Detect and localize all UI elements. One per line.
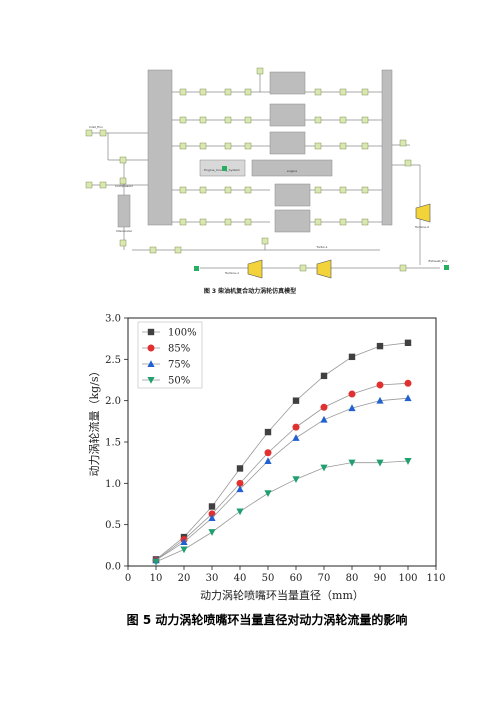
legend-marker [147,344,155,352]
data-point [180,538,188,546]
legend-marker [147,360,155,367]
data-point [152,558,160,566]
intercooler-label: Intercooler [116,229,133,233]
legend-label: 50% [168,376,190,387]
x-tick-label: 110 [426,573,445,584]
cylinder-block [269,103,306,127]
x-tick-label: 70 [318,573,331,584]
y-axis-label: 动力涡轮流量（kg/s） [87,365,101,476]
x-tick-label: 90 [374,573,387,584]
x-tick-label: 0 [125,573,131,584]
data-point [320,464,328,472]
inlet-env-label: Inlet_Env [89,125,103,129]
legend-marker [147,328,155,336]
series-2 [152,394,412,564]
series-line [155,342,409,560]
x-axis-label: 动力涡轮喷嘴环当量直径（mm） [200,588,364,602]
chart-axes: 0 10 20 30 40 50 60 70 80 90 100 110 0.0 0.5 1.0 1.5 2.0… [105,314,445,585]
data-point [404,339,412,346]
chart-legend: 100% 85% 75% 50% [137,321,203,389]
x-tick-label: 10 [150,573,163,584]
green-marker [222,166,227,171]
series-line [155,382,409,561]
y-tick-label: 1.5 [105,438,121,449]
x-tick-label: 60 [290,573,303,584]
y-tick-label: 2.0 [105,396,121,407]
turbo-mid-label: Turbo-1 [315,245,327,249]
x-tick-label: 80 [346,573,359,584]
data-point [404,458,412,465]
series-line [155,397,409,561]
chart-series [152,339,412,566]
small-components [85,67,412,272]
data-point [208,514,216,522]
crank-block [251,159,333,177]
turbine-right-label: Turbine-2 [414,225,429,229]
x-tick-label: 40 [234,573,247,584]
green-marker [444,265,449,270]
intake-manifold [147,69,173,226]
data-point [404,379,412,387]
data-point [264,428,272,436]
x-tick-label: 100 [398,573,417,584]
cylinder-block [269,131,306,155]
figure3-diagram: Engine_Cooling_System engine Intercooler… [85,67,449,295]
data-point [236,485,244,493]
series-3 [152,458,412,566]
data-point [348,404,356,412]
figure3-caption: 图 3 柴油机复合动力涡轮仿真模型 [204,287,296,295]
data-point [376,459,384,467]
compressor-label: Compressor [115,184,134,188]
data-point [404,394,412,402]
legend-label: 75% [168,360,190,371]
y-tick-label: 3.0 [105,314,121,325]
exhaust-env-label: Exhaust_Env [428,259,447,263]
data-point [180,546,188,554]
engine-label: engine [287,169,297,173]
y-tick-label: 0.0 [105,562,121,573]
data-point [292,476,300,483]
data-point [348,459,356,467]
x-tick-label: 50 [262,573,275,584]
figure5-caption: 图 5 动力涡轮喷嘴环当量直径对动力涡轮流量的影响 [127,612,408,627]
green-marker [194,266,199,271]
data-point [292,397,300,404]
data-point [376,381,384,389]
data-point [376,396,384,404]
data-point [264,457,272,465]
y-tick-label: 1.0 [105,479,121,490]
x-tick-label: 30 [206,573,219,584]
legend-label: 85% [168,344,190,355]
y-tick-label: 2.5 [105,355,121,366]
data-point [292,434,300,441]
data-point [348,353,356,361]
intercooler-block [117,194,131,228]
cylinder-block [274,209,311,233]
turbine-icons [247,203,431,279]
legend-label: 100% [168,328,197,339]
data-point [264,449,272,457]
data-point [320,403,328,411]
data-point [348,390,356,398]
data-point [208,529,216,536]
data-point [320,415,328,423]
data-point [320,372,328,380]
data-point [208,503,216,510]
data-point [376,342,384,350]
cylinder-block [269,71,306,95]
series-line [155,460,409,563]
data-point [264,490,272,498]
x-tick-label: 20 [178,573,191,584]
data-point [236,479,244,487]
figure5-chart: 0 10 20 30 40 50 60 70 80 90 100 110 0.0 0.5 1.0 1.5 2.0… [87,314,446,628]
exhaust-manifold [381,69,393,226]
turbine-left-label: Turbine-1 [224,271,239,275]
y-tick-label: 0.5 [105,520,121,531]
legend-marker [147,377,155,384]
data-point [236,465,244,472]
data-point [292,423,300,431]
cylinder-block [274,183,311,207]
data-point [236,508,244,516]
